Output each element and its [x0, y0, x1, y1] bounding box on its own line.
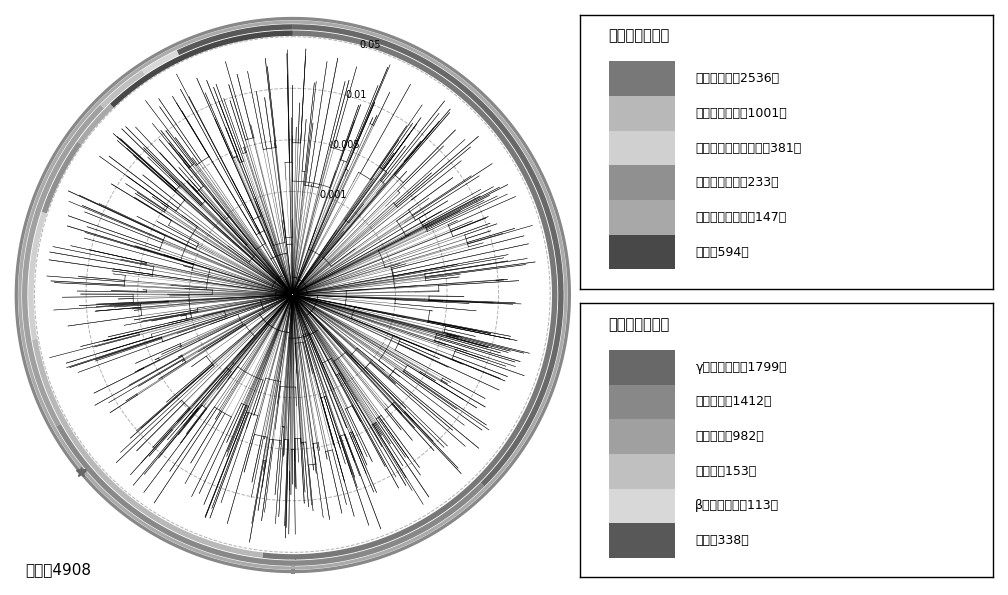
Text: 短尾噬菌体科（233）: 短尾噬菌体科（233）	[696, 176, 779, 189]
Bar	[609, 350, 674, 384]
Bar	[609, 235, 674, 270]
Text: β－变形菌纲（113）: β－变形菌纲（113）	[696, 499, 779, 512]
Bar	[609, 488, 674, 524]
Text: 0.005: 0.005	[333, 140, 360, 150]
Bar	[609, 131, 674, 165]
Text: 其他（338）: 其他（338）	[696, 534, 749, 547]
Bar	[609, 200, 674, 235]
Text: 内圈：病毒种类: 内圈：病毒种类	[609, 29, 669, 43]
Bar	[609, 384, 674, 419]
Text: γ－变形菌纲（1799）: γ－变形菌纲（1799）	[696, 361, 787, 374]
Text: 0.001: 0.001	[319, 190, 347, 200]
Text: 外圈：宿主种类: 外圈：宿主种类	[609, 317, 669, 332]
Text: 长尾病毒科（2536）: 长尾病毒科（2536）	[696, 72, 779, 85]
Text: 0.05: 0.05	[359, 40, 381, 51]
Text: 自复制短尾噬菌体科（381）: 自复制短尾噬菌体科（381）	[696, 142, 801, 155]
Text: 其他（594）: 其他（594）	[696, 246, 749, 259]
Text: 噬菌体4908: 噬菌体4908	[25, 562, 91, 577]
Text: 厚壁菌门（982）: 厚壁菌门（982）	[696, 430, 764, 443]
Text: 0.01: 0.01	[346, 90, 367, 101]
Bar	[609, 419, 674, 454]
Bar	[609, 165, 674, 200]
Text: 蓝藻门（153）: 蓝藻门（153）	[696, 465, 757, 478]
Bar	[609, 524, 674, 558]
Text: 放线菌门（1412）: 放线菌门（1412）	[696, 396, 772, 409]
Bar	[609, 61, 674, 96]
Text: 肌尾噬菌体科（1001）: 肌尾噬菌体科（1001）	[696, 107, 787, 120]
Text: 代列尔噬菌体科（147）: 代列尔噬菌体科（147）	[696, 211, 786, 224]
Bar	[609, 96, 674, 131]
Bar	[609, 454, 674, 488]
